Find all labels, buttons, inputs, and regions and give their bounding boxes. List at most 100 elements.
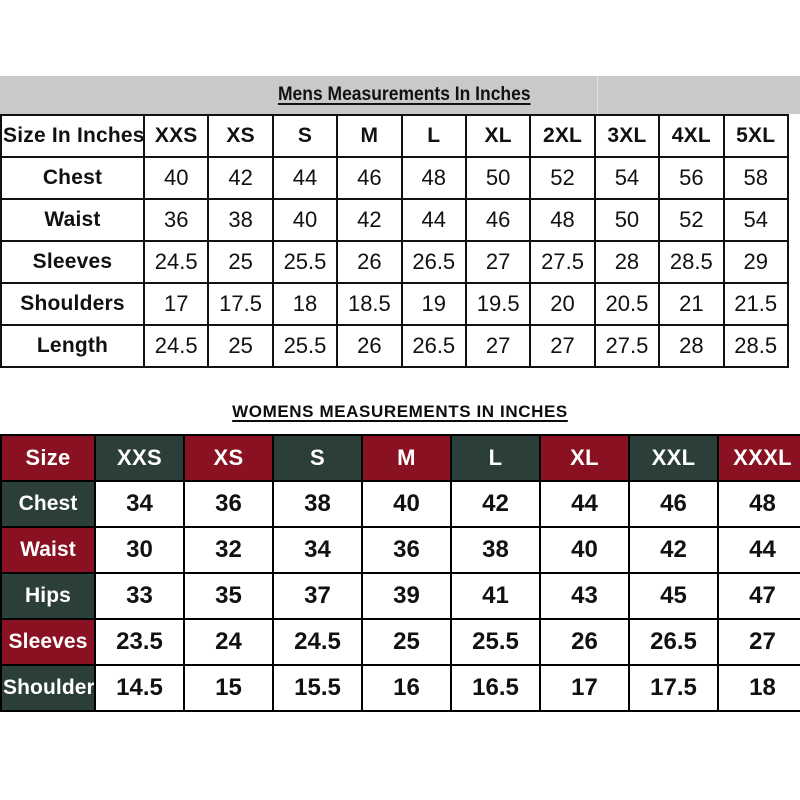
mens-cell-length-3xl: 27.5 (593, 324, 661, 368)
mens-cell-shoulders-l: 19 (400, 282, 467, 326)
mens-measurements-table: Size In Inches XXS XS S M L XL 2XL 3XL 4XL 5XL Che… (0, 114, 789, 368)
mens-cell-sleeves-m: 26 (336, 240, 403, 284)
mens-cell-sleeves-2xl: 27.5 (529, 240, 596, 284)
mens-row-label-waist: Waist (0, 198, 145, 242)
womens-cell-chest-xxxl: 48 (719, 482, 800, 526)
womens-size-header-xxs: XXS (96, 436, 183, 480)
mens-cell-chest-3xl: 54 (593, 156, 661, 200)
womens-cell-waist-xl: 40 (541, 528, 628, 572)
mens-cell-length-2xl: 27 (529, 324, 596, 368)
mens-size-header-5xl: 5XL (722, 114, 789, 158)
mens-cell-length-l: 26.5 (400, 324, 467, 368)
mens-row-label-sleeves: Sleeves (0, 240, 145, 284)
mens-cell-chest-5xl: 58 (722, 156, 789, 200)
womens-size-header-s: S (274, 436, 361, 480)
mens-cell-length-4xl: 28 (658, 324, 725, 368)
mens-cell-shoulders-4xl: 21 (658, 282, 725, 326)
womens-size-header-xxxl: XXXL (719, 436, 800, 480)
mens-cell-sleeves-xl: 27 (464, 240, 532, 284)
womens-cell-sleeves-xxl: 26.5 (630, 620, 717, 664)
table-row: Hips 33 35 37 39 41 43 45 47 (2, 574, 800, 618)
mens-cell-waist-l: 44 (400, 198, 467, 242)
womens-size-header-xxl: XXL (630, 436, 717, 480)
mens-cell-sleeves-3xl: 28 (593, 240, 661, 284)
womens-cell-shoulders-m: 16 (363, 666, 450, 710)
mens-cell-chest-xs: 42 (207, 156, 274, 200)
mens-corner-label: Size In Inches (0, 114, 145, 158)
womens-cell-shoulders-xl: 17 (541, 666, 628, 710)
table-row: Chest 40 42 44 46 48 50 52 54 56 58 (0, 156, 789, 200)
mens-cell-sleeves-l: 26.5 (400, 240, 467, 284)
mens-cell-length-5xl: 28.5 (722, 324, 789, 368)
mens-table-header-row: Size In Inches XXS XS S M L XL 2XL 3XL 4XL 5XL (0, 114, 789, 158)
mens-cell-waist-xl: 46 (464, 198, 532, 242)
womens-cell-chest-l: 42 (452, 482, 539, 526)
womens-cell-chest-m: 40 (363, 482, 450, 526)
mens-size-header-3xl: 3XL (593, 114, 661, 158)
mens-cell-sleeves-4xl: 28.5 (658, 240, 725, 284)
mens-row-label-shoulders: Shoulders (0, 282, 145, 326)
mens-cell-chest-m: 46 (336, 156, 403, 200)
mens-cell-shoulders-xxs: 17 (142, 282, 210, 326)
womens-cell-shoulders-l: 16.5 (452, 666, 539, 710)
mens-row-label-chest: Chest (0, 156, 145, 200)
table-row: Sleeves 24.5 25 25.5 26 26.5 27 27.5 28 28.5 29 (0, 240, 789, 284)
womens-cell-waist-s: 34 (274, 528, 361, 572)
womens-cell-shoulders-s: 15.5 (274, 666, 361, 710)
mens-size-header-4xl: 4XL (658, 114, 725, 158)
table-row: Length 24.5 25 25.5 26 26.5 27 27 27.5 28 28.5 (0, 324, 789, 368)
mens-cell-length-xs: 25 (207, 324, 274, 368)
mens-cell-chest-xxs: 40 (142, 156, 210, 200)
mens-size-header-xl: XL (464, 114, 532, 158)
mens-size-header-l: L (400, 114, 467, 158)
womens-cell-chest-xl: 44 (541, 482, 628, 526)
womens-row-label-waist: Waist (2, 528, 94, 572)
womens-cell-sleeves-xxxl: 27 (719, 620, 800, 664)
table-row: Waist 30 32 34 36 38 40 42 44 (2, 528, 800, 572)
womens-row-label-chest: Chest (2, 482, 94, 526)
womens-cell-hips-xs: 35 (185, 574, 272, 618)
mens-cell-chest-4xl: 56 (658, 156, 725, 200)
womens-cell-chest-xxl: 46 (630, 482, 717, 526)
womens-corner-label: Size (2, 436, 94, 480)
womens-cell-shoulders-xxl: 17.5 (630, 666, 717, 710)
mens-measurements-section: Mens Measurements In Inches Size In Inch… (0, 76, 800, 368)
mens-cell-chest-xl: 50 (464, 156, 532, 200)
womens-cell-waist-xxs: 30 (96, 528, 183, 572)
womens-cell-shoulders-xxs: 14.5 (96, 666, 183, 710)
womens-row-label-hips: Hips (2, 574, 94, 618)
womens-cell-hips-m: 39 (363, 574, 450, 618)
mens-cell-waist-5xl: 54 (722, 198, 789, 242)
womens-cell-sleeves-xxs: 23.5 (96, 620, 183, 664)
mens-cell-length-xl: 27 (464, 324, 532, 368)
womens-cell-sleeves-m: 25 (363, 620, 450, 664)
womens-cell-sleeves-l: 25.5 (452, 620, 539, 664)
mens-cell-shoulders-s: 18 (271, 282, 339, 326)
table-row: Sleeves 23.5 24 24.5 25 25.5 26 26.5 27 (2, 620, 800, 664)
mens-cell-waist-2xl: 48 (529, 198, 596, 242)
table-row: Shoulders 17 17.5 18 18.5 19 19.5 20 20.5 21 21.5 (0, 282, 789, 326)
womens-cell-shoulders-xxxl: 18 (719, 666, 800, 710)
womens-title-band: WOMENS MEASUREMENTS IN INCHES (0, 393, 800, 431)
mens-row-label-length: Length (0, 324, 145, 368)
mens-cell-sleeves-5xl: 29 (722, 240, 789, 284)
mens-cell-shoulders-xl: 19.5 (464, 282, 532, 326)
womens-cell-waist-xs: 32 (185, 528, 272, 572)
mens-cell-waist-4xl: 52 (658, 198, 725, 242)
womens-cell-sleeves-s: 24.5 (274, 620, 361, 664)
mens-size-header-m: M (336, 114, 403, 158)
womens-size-header-l: L (452, 436, 539, 480)
mens-cell-sleeves-s: 25.5 (271, 240, 339, 284)
mens-size-header-2xl: 2XL (529, 114, 596, 158)
womens-measurements-table: Size XXS XS S M L XL XXL XXXL Chest 34 36 38 40 42 44 4… (0, 434, 800, 712)
womens-cell-waist-l: 38 (452, 528, 539, 572)
womens-cell-waist-m: 36 (363, 528, 450, 572)
mens-cell-waist-m: 42 (336, 198, 403, 242)
womens-cell-hips-xxl: 45 (630, 574, 717, 618)
womens-size-header-xs: XS (185, 436, 272, 480)
womens-cell-hips-s: 37 (274, 574, 361, 618)
mens-cell-shoulders-3xl: 20.5 (593, 282, 661, 326)
mens-cell-chest-s: 44 (271, 156, 339, 200)
